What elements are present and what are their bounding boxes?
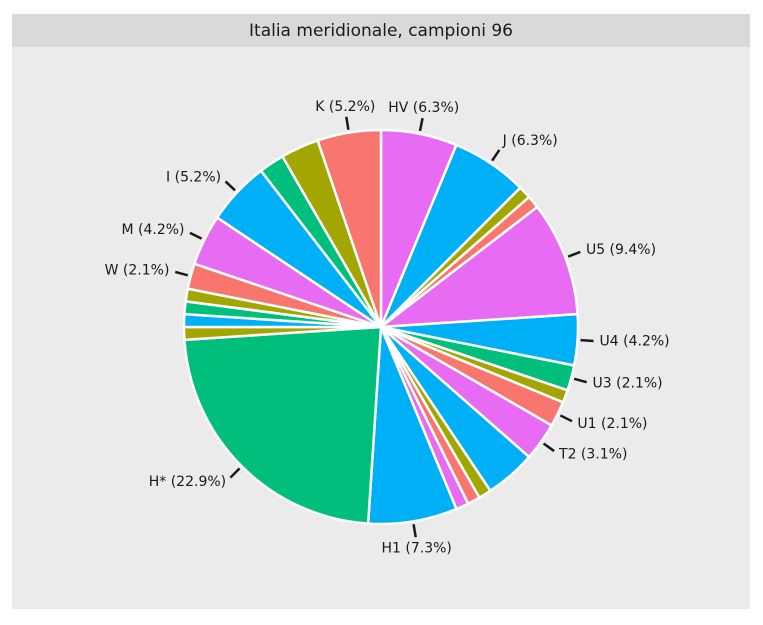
label-tick [174,270,189,277]
slice-label: HV (6.3%) [388,100,459,116]
pie-slice-h [183,325,383,525]
label-tick [189,231,203,240]
slice-label: I (5.2%) [166,169,221,185]
label-tick [229,467,241,479]
label-tick [559,414,573,423]
pie-slice-u5 [379,205,579,329]
label-tick [412,524,417,538]
slice-label: M (4.2%) [122,222,185,238]
slice-label: H1 (7.3%) [381,541,451,557]
label-tick [345,116,350,130]
slice-label: H* (22.9%) [149,474,226,490]
label-tick [224,180,236,192]
pie-slice-k [316,128,383,329]
slice-label: U1 (2.1%) [577,416,647,432]
chart-title-strip: Italia meridionale, campioni 96 [12,14,750,47]
label-tick [418,117,424,132]
label-tick [580,338,594,343]
slice-label: T2 (3.1%) [558,447,627,463]
label-tick [567,250,581,258]
label-tick [573,377,588,384]
slice-label: K (5.2%) [315,99,375,115]
chart-title: Italia meridionale, campioni 96 [249,20,513,41]
label-tick [491,149,501,162]
label-tick [542,442,555,453]
slice-label: U3 (2.1%) [593,376,663,392]
slice-label: U4 (4.2%) [600,333,670,349]
slice-label: W (2.1%) [105,262,170,278]
slice-label: J (6.3%) [502,133,558,149]
slice-label: U5 (9.4%) [586,242,656,258]
